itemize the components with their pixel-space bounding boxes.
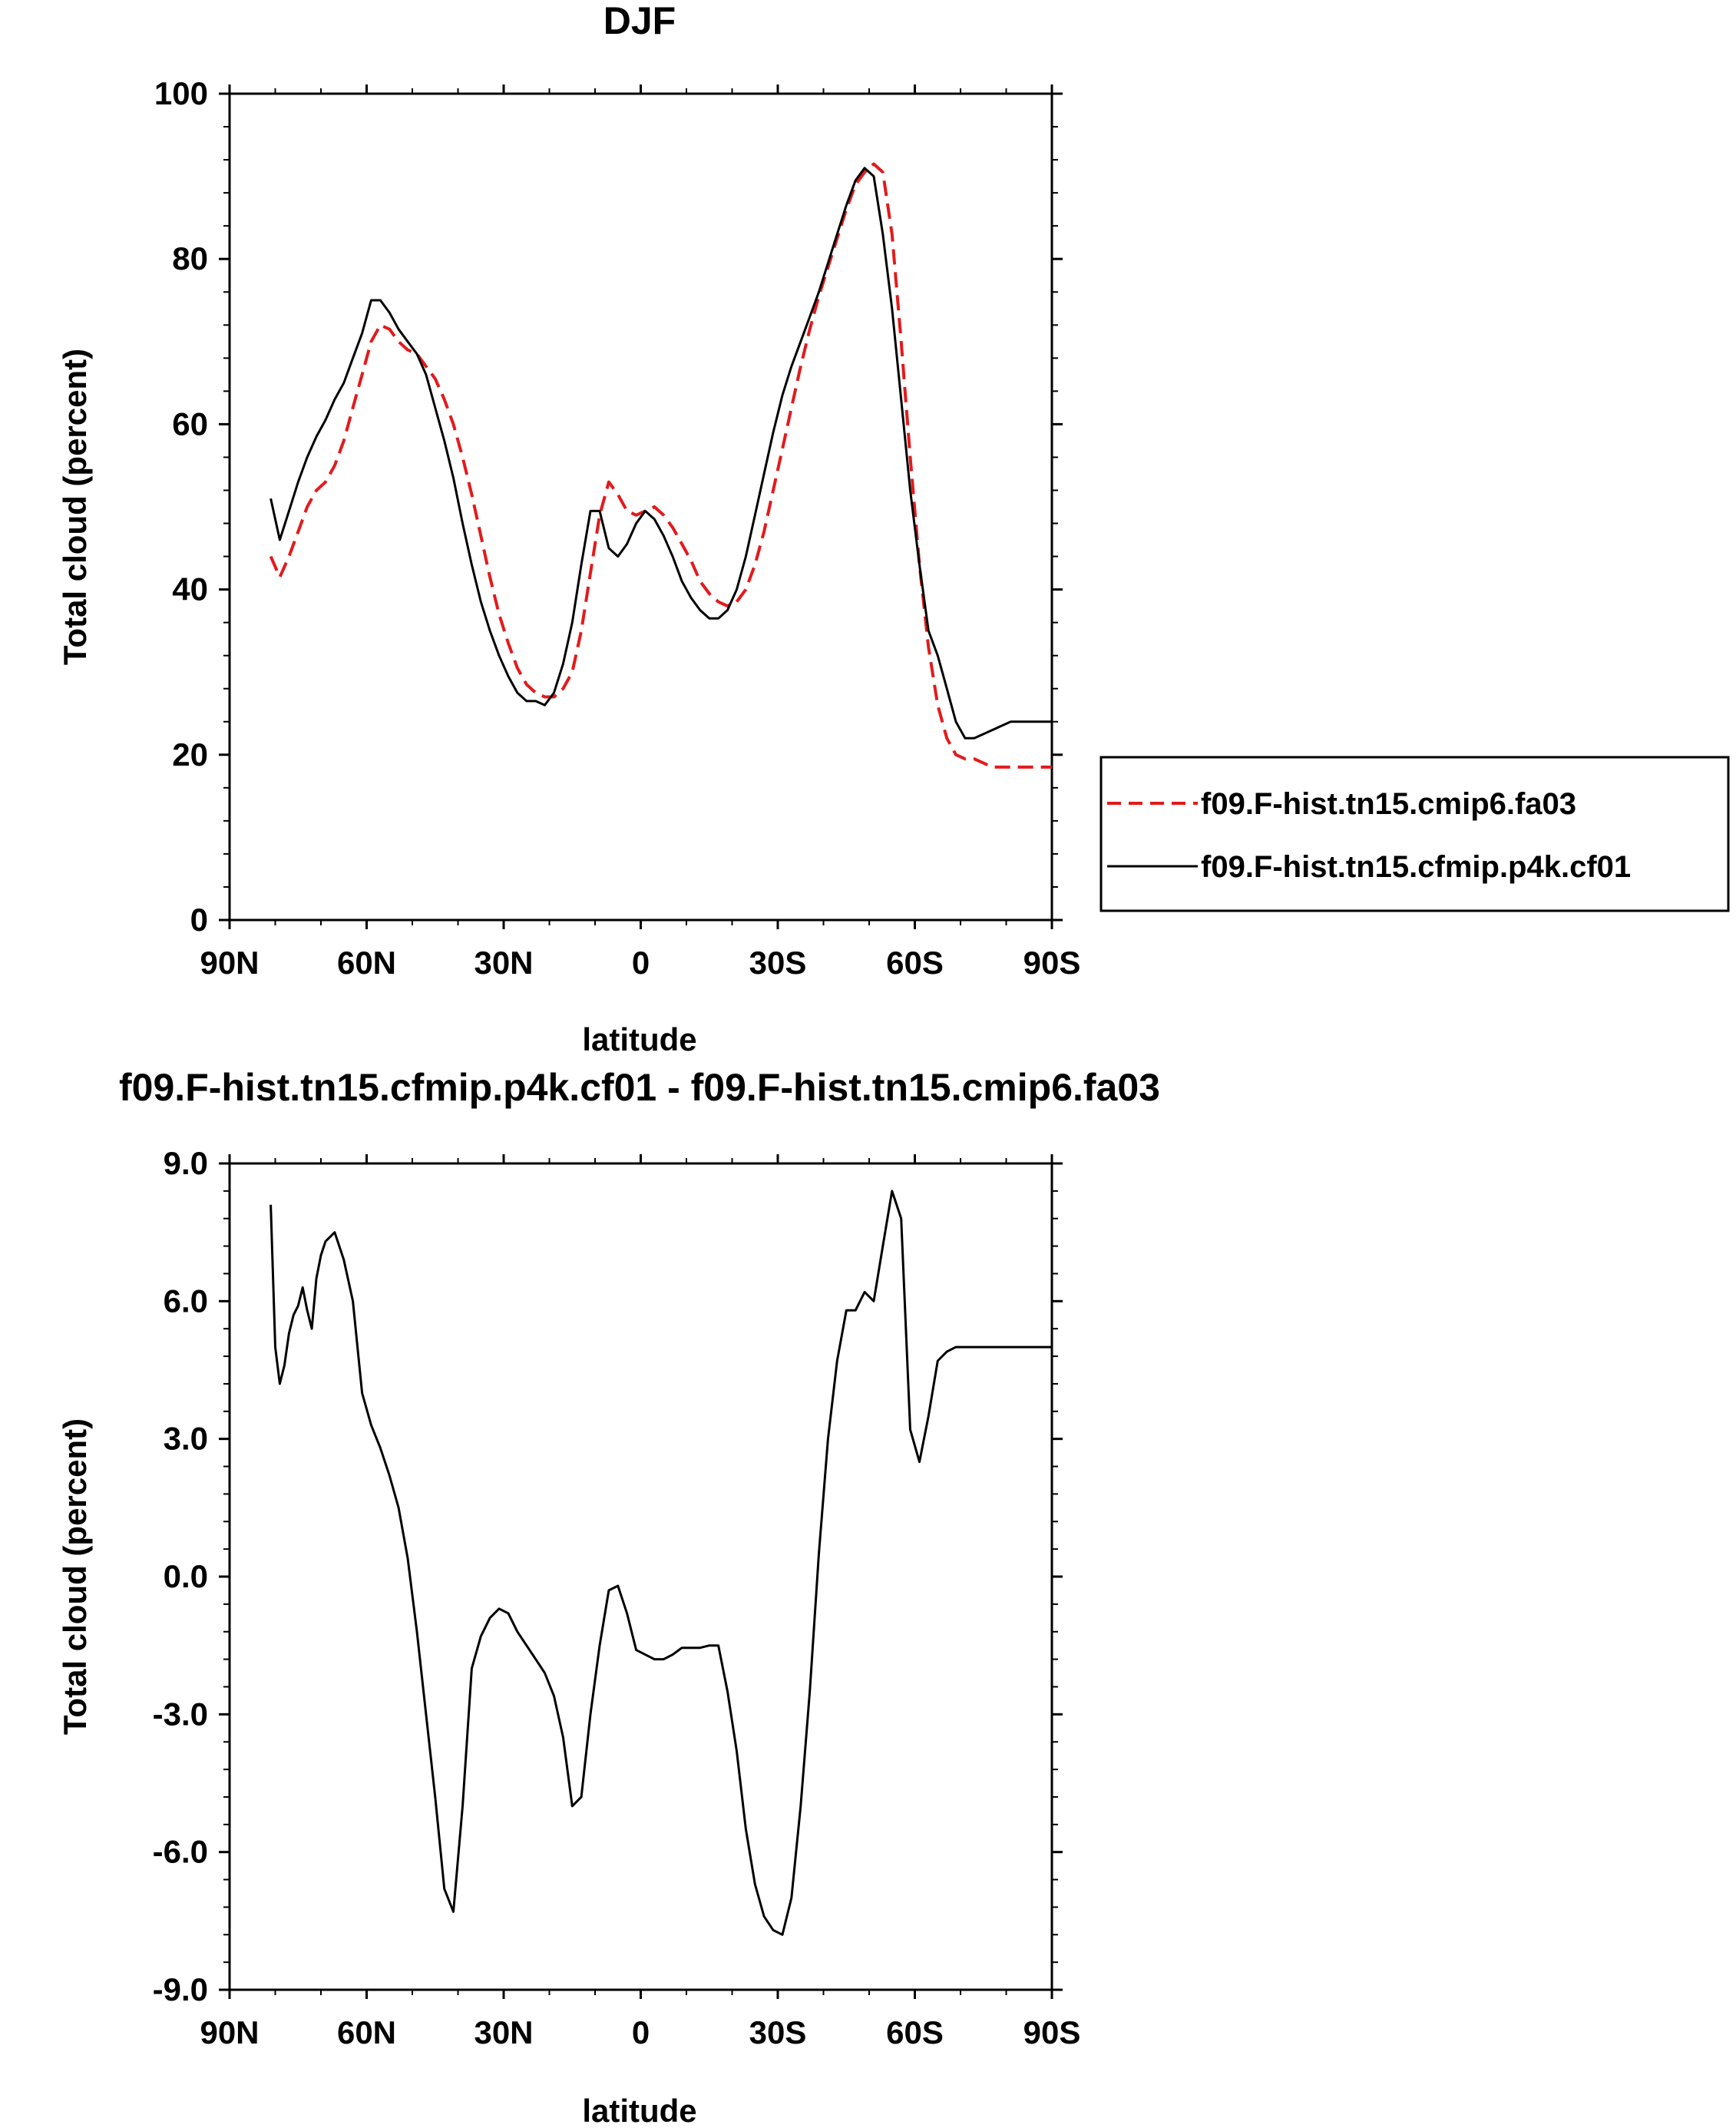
top-x-tick-label: 0 <box>632 945 650 981</box>
top-series-line-1 <box>269 167 1052 740</box>
top-y-tick-label: 80 <box>172 240 208 276</box>
top-x-tick-label: 30N <box>474 945 533 981</box>
top-series-lines <box>269 162 1052 769</box>
bottom-y-tick-label: 3.0 <box>164 1421 208 1457</box>
bottom-x-tick-label: 90S <box>1023 2014 1081 2050</box>
bottom-y-tick-label: 0.0 <box>164 1558 208 1594</box>
top-x-tick-label: 90N <box>200 945 259 981</box>
legend-label-fa03: f09.F-hist.tn15.cmip6.fa03 <box>1201 787 1576 821</box>
top-y-tick-label: 20 <box>172 736 208 773</box>
top-y-axis-label: Total cloud (percent) <box>57 349 93 665</box>
bottom-x-tick-label: 60S <box>886 2014 944 2050</box>
bottom-x-tick-label: 60N <box>337 2014 396 2050</box>
legend-label-p4k: f09.F-hist.tn15.cfmip.p4k.cf01 <box>1201 850 1631 884</box>
top-y-tick-label: 60 <box>172 405 208 442</box>
top-x-tick-label: 60S <box>886 945 944 981</box>
bottom-x-axis-label: latitude <box>582 2093 696 2128</box>
bottom-y-tick-label: -6.0 <box>153 1834 208 1870</box>
top-y-tick-label: 40 <box>172 571 208 607</box>
top-x-tick-label: 30S <box>749 945 807 981</box>
top-chart-title: DJF <box>603 0 676 42</box>
top-plot-frame <box>228 92 1053 922</box>
top-y-tick-label: 100 <box>154 75 208 111</box>
bottom-y-tick-label: 9.0 <box>164 1145 208 1181</box>
bottom-x-tick-label: 0 <box>632 2014 650 2050</box>
top-series-line-0 <box>269 162 1052 769</box>
bottom-axis-ticks: 90N 60N 30N 0 30S 60S 90S -9.0 -6.0 -3.0 0.0 3.0 6.0… <box>153 1145 1081 2050</box>
bottom-x-tick-label: 30N <box>474 2014 533 2050</box>
legend-box <box>1099 756 1730 912</box>
top-x-tick-label: 90S <box>1023 945 1081 981</box>
top-x-tick-label: 60N <box>337 945 396 981</box>
legend: f09.F-hist.tn15.cmip6.fa03 f09.F-hist.tn… <box>1099 756 1730 912</box>
bottom-y-tick-label: -3.0 <box>153 1696 208 1732</box>
bottom-y-axis-label: Total cloud (percent) <box>57 1418 93 1735</box>
top-y-tick-label: 0 <box>190 902 208 938</box>
bottom-chart: f09.F-hist.tn15.cfmip.p4k.cf01 - f09.F-h… <box>57 1066 1160 2128</box>
bottom-plot-frame <box>228 1162 1053 1991</box>
bottom-chart-title: f09.F-hist.tn15.cfmip.p4k.cf01 - f09.F-h… <box>119 1066 1160 1109</box>
bottom-series-lines <box>269 1190 1052 1936</box>
bottom-series-line-0 <box>269 1190 1052 1936</box>
bottom-x-tick-label: 90N <box>200 2014 259 2050</box>
top-x-axis-label: latitude <box>582 1021 696 1057</box>
top-chart: DJF 90N 60N 30N 0 30S 60S 90S 0 20 40 60 80 100 lati… <box>57 0 1730 1057</box>
bottom-y-tick-label: 6.0 <box>164 1282 208 1319</box>
bottom-x-tick-label: 30S <box>749 2014 807 2050</box>
bottom-y-tick-label: -9.0 <box>153 1971 208 2007</box>
top-axis-ticks: 90N 60N 30N 0 30S 60S 90S 0 20 40 60 80 100 <box>154 75 1080 981</box>
